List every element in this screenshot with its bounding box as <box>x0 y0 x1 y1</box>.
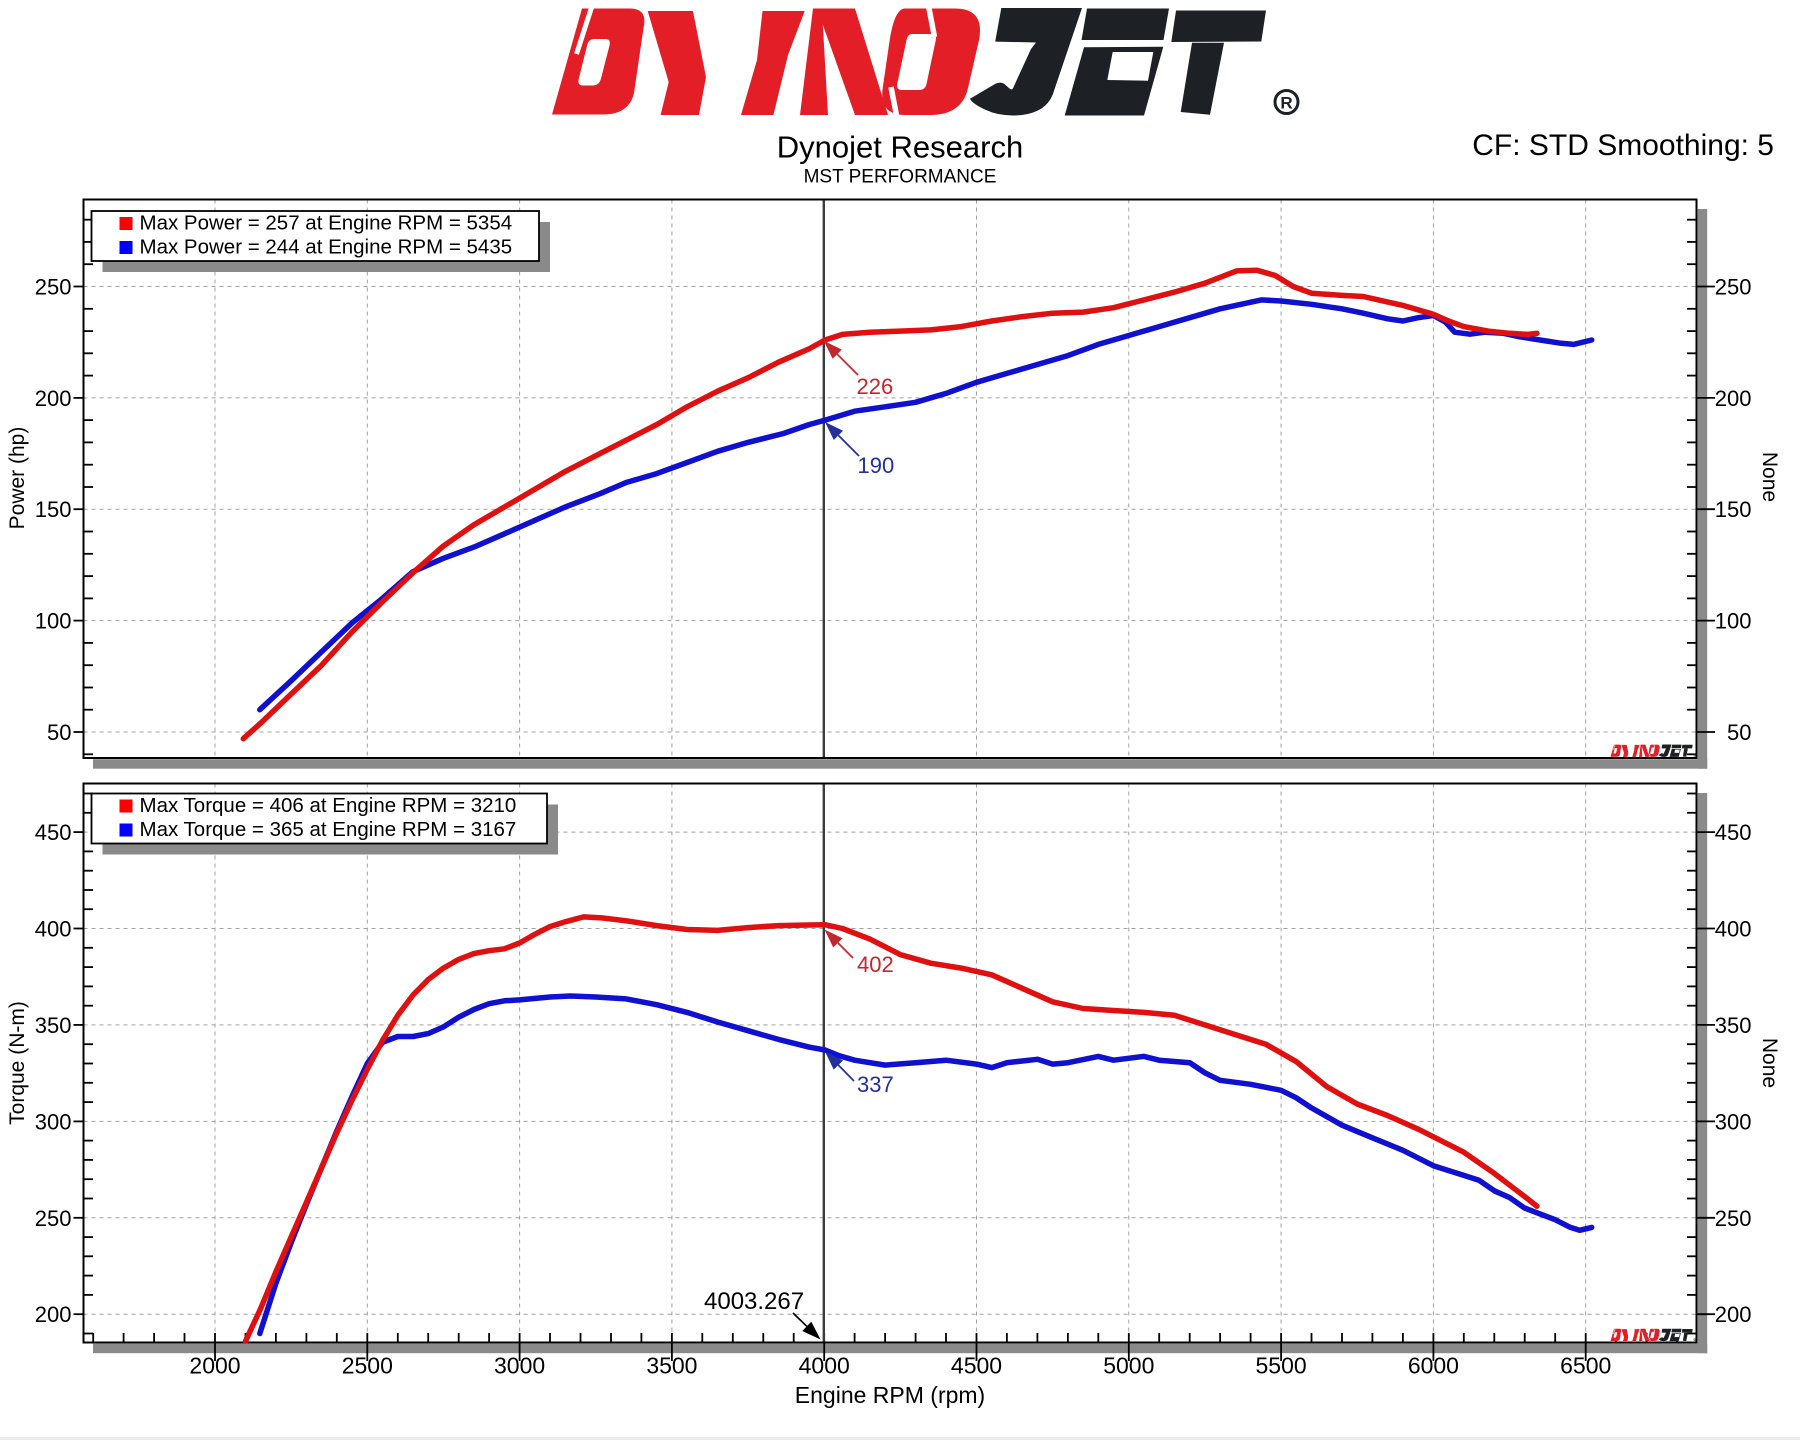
svg-text:200: 200 <box>35 386 72 411</box>
svg-text:150: 150 <box>35 497 72 522</box>
svg-text:Engine RPM (rpm): Engine RPM (rpm) <box>795 1382 985 1408</box>
svg-text:Torque (N-m): Torque (N-m) <box>6 1001 29 1125</box>
svg-text:450: 450 <box>35 820 72 845</box>
svg-text:3500: 3500 <box>646 1353 697 1379</box>
svg-text:4500: 4500 <box>951 1353 1002 1379</box>
svg-text:400: 400 <box>1715 917 1752 942</box>
svg-text:226: 226 <box>857 374 894 399</box>
svg-text:150: 150 <box>1715 497 1752 522</box>
svg-text:200: 200 <box>1715 1302 1752 1327</box>
svg-text:5500: 5500 <box>1256 1353 1307 1379</box>
svg-text:300: 300 <box>1715 1109 1752 1134</box>
svg-text:5000: 5000 <box>1103 1353 1154 1379</box>
svg-text:Max Torque = 406 at Engine RPM: Max Torque = 406 at Engine RPM = 3210 <box>140 794 517 817</box>
svg-text:CF: STD Smoothing: 5: CF: STD Smoothing: 5 <box>1472 129 1774 162</box>
svg-text:190: 190 <box>858 453 895 478</box>
svg-text:4003.267: 4003.267 <box>704 1288 804 1315</box>
svg-text:Max Power = 244 at Engine RPM: Max Power = 244 at Engine RPM = 5435 <box>140 236 513 259</box>
svg-text:300: 300 <box>35 1109 72 1134</box>
svg-text:6000: 6000 <box>1408 1353 1459 1379</box>
svg-text:None: None <box>1758 452 1781 502</box>
svg-text:2500: 2500 <box>342 1353 393 1379</box>
svg-text:Max Torque = 365 at Engine RPM: Max Torque = 365 at Engine RPM = 3167 <box>140 818 517 841</box>
svg-text:4000: 4000 <box>799 1353 850 1379</box>
svg-text:3000: 3000 <box>494 1353 545 1379</box>
svg-text:200: 200 <box>35 1302 72 1327</box>
svg-text:Dynojet Research: Dynojet Research <box>777 130 1023 165</box>
svg-text:250: 250 <box>1715 275 1752 300</box>
svg-text:MST PERFORMANCE: MST PERFORMANCE <box>804 167 997 188</box>
svg-text:337: 337 <box>857 1072 894 1097</box>
svg-text:400: 400 <box>35 917 72 942</box>
svg-text:Power (hp): Power (hp) <box>6 427 29 530</box>
svg-text:50: 50 <box>47 720 71 745</box>
svg-text:250: 250 <box>35 275 72 300</box>
svg-text:350: 350 <box>1715 1013 1752 1038</box>
svg-text:350: 350 <box>35 1013 72 1038</box>
svg-text:200: 200 <box>1715 386 1752 411</box>
svg-text:50: 50 <box>1727 720 1751 745</box>
svg-text:250: 250 <box>1715 1206 1752 1231</box>
svg-text:Max Power = 257 at Engine RPM: Max Power = 257 at Engine RPM = 5354 <box>140 212 513 235</box>
svg-text:402: 402 <box>857 952 894 977</box>
svg-text:100: 100 <box>35 609 72 634</box>
svg-text:450: 450 <box>1715 820 1752 845</box>
svg-text:6500: 6500 <box>1560 1353 1611 1379</box>
svg-text:2000: 2000 <box>189 1353 240 1379</box>
svg-text:None: None <box>1758 1038 1781 1088</box>
svg-text:100: 100 <box>1715 609 1752 634</box>
svg-text:250: 250 <box>35 1206 72 1231</box>
